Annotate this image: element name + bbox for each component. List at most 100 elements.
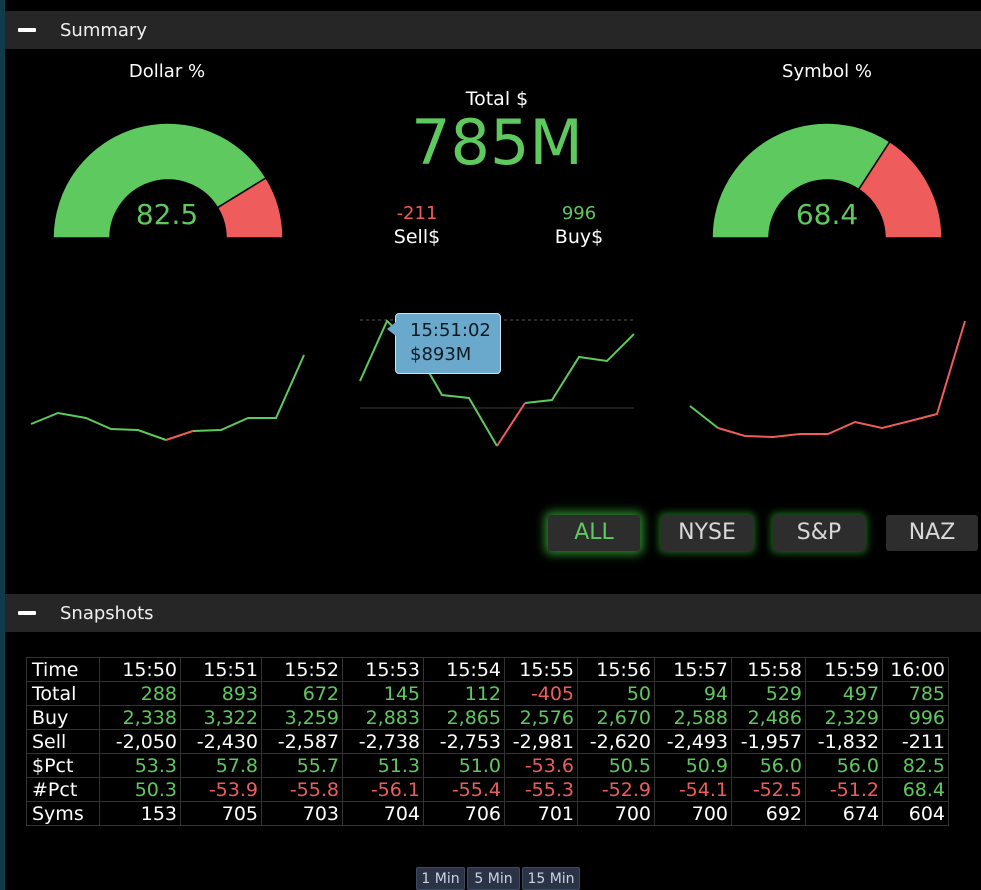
chart-tooltip: 15:51:02 $893M — [387, 313, 501, 374]
sell-value: -211 — [396, 203, 438, 224]
table-cell: 703 — [261, 801, 343, 826]
table-cell: -56.1 — [342, 777, 424, 802]
table-cell: -2,753 — [423, 729, 505, 754]
dollar-pct-value: 82.5 — [135, 198, 199, 231]
dollar-sparkline-green-1 — [30, 411, 167, 441]
table-cell: 55.7 — [261, 753, 343, 778]
table-cell: 153 — [99, 801, 181, 826]
table-cell: 288 — [99, 681, 181, 706]
table-cell: -2,738 — [342, 729, 424, 754]
timeframe-1min-button[interactable]: 1 Min — [416, 867, 465, 890]
table-cell: -53.6 — [504, 753, 578, 778]
table-cell: 15:57 — [654, 657, 732, 682]
snapshots-panel-header[interactable]: Snapshots — [5, 594, 981, 632]
table-cell: -52.5 — [731, 777, 806, 802]
filter-sp-button[interactable]: S&P — [773, 515, 865, 551]
table-cell: 51.3 — [342, 753, 424, 778]
buy-label: Buy$ — [554, 226, 604, 248]
table-cell: -1,957 — [731, 729, 806, 754]
table-cell: 996 — [882, 705, 949, 730]
table-cell: -211 — [882, 729, 949, 754]
table-cell: 15:51 — [180, 657, 262, 682]
filter-nyse-button[interactable]: NYSE — [661, 515, 753, 551]
table-cell: 51.0 — [423, 753, 505, 778]
table-cell: 15:54 — [423, 657, 505, 682]
dollar-pct-gauge — [52, 122, 284, 239]
total-sparkline-green-2 — [524, 333, 635, 404]
table-cell: 2,338 — [99, 705, 181, 730]
table-cell: 785 — [882, 681, 949, 706]
symbol-pct-value: 68.4 — [795, 198, 859, 231]
symbol-sparkline-red — [717, 320, 966, 439]
table-row: Syms 153 705 703 704 706 701 700 700 692 674 604 — [26, 801, 949, 826]
table-row: $Pct 53.3 57.8 55.7 51.3 51.0 -53.6 50.5 50.9 56.… — [26, 753, 949, 778]
tooltip-time: 15:51:02 — [410, 320, 491, 341]
table-cell: -2,430 — [180, 729, 262, 754]
collapse-icon[interactable] — [18, 28, 36, 32]
table-cell: -405 — [504, 681, 578, 706]
dollar-sparkline-green-2 — [192, 354, 305, 432]
total-label: Total $ — [465, 88, 529, 110]
table-cell: -55.3 — [504, 777, 578, 802]
timeframe-5min-button[interactable]: 5 Min — [467, 867, 520, 890]
table-cell: 16:00 — [882, 657, 949, 682]
table-cell: 50.5 — [577, 753, 655, 778]
row-label: #Pct — [26, 777, 100, 802]
dollar-pct-label: Dollar % — [128, 61, 206, 82]
table-cell: 672 — [261, 681, 343, 706]
table-cell: 15:56 — [577, 657, 655, 682]
table-cell: 497 — [805, 681, 883, 706]
row-label: Sell — [26, 729, 100, 754]
table-cell: 704 — [342, 801, 424, 826]
table-row: #Pct 50.3 -53.9 -55.8 -56.1 -55.4 -55.3 -52.9 -5… — [26, 777, 949, 802]
summary-panel-header[interactable]: Summary — [5, 11, 981, 49]
table-cell: 94 — [654, 681, 732, 706]
table-cell: -2,620 — [577, 729, 655, 754]
table-cell: -53.9 — [180, 777, 262, 802]
sell-label: Sell$ — [393, 226, 441, 248]
table-cell: 68.4 — [882, 777, 949, 802]
table-cell: 700 — [577, 801, 655, 826]
table-cell: 15:52 — [261, 657, 343, 682]
table-cell: 15:58 — [731, 657, 806, 682]
table-cell: 2,486 — [731, 705, 806, 730]
table-cell: 3,322 — [180, 705, 262, 730]
table-cell: 706 — [423, 801, 505, 826]
table-cell: 82.5 — [882, 753, 949, 778]
table-cell: 705 — [180, 801, 262, 826]
table-cell: 529 — [731, 681, 806, 706]
snapshots-title: Snapshots — [60, 602, 154, 624]
table-cell: -55.4 — [423, 777, 505, 802]
table-cell: 50.3 — [99, 777, 181, 802]
total-value: 785M — [411, 106, 583, 179]
table-cell: 53.3 — [99, 753, 181, 778]
total-sparkline-red — [496, 402, 526, 447]
table-row: Sell -2,050 -2,430 -2,587 -2,738 -2,753 -2,981… — [26, 729, 949, 754]
table-cell: 604 — [882, 801, 949, 826]
row-label: $Pct — [26, 753, 100, 778]
table-cell: 674 — [805, 801, 883, 826]
table-cell: 56.0 — [805, 753, 883, 778]
filter-all-button[interactable]: ALL — [548, 515, 640, 551]
timeframe-15min-button[interactable]: 15 Min — [522, 867, 580, 890]
snapshots-table: Time 15:50 15:51 15:52 15:53 15:54 15:55 15:56 1… — [26, 657, 949, 826]
table-cell: 3,259 — [261, 705, 343, 730]
buy-value: 996 — [561, 203, 597, 224]
symbol-pct-gauge — [711, 122, 943, 239]
table-cell: 2,883 — [342, 705, 424, 730]
table-cell: 15:53 — [342, 657, 424, 682]
left-edge-bar — [0, 0, 5, 890]
table-cell: 701 — [504, 801, 578, 826]
table-cell: 112 — [423, 681, 505, 706]
table-cell: 15:50 — [99, 657, 181, 682]
table-row: Buy 2,338 3,322 3,259 2,883 2,865 2,576 2,670 2,… — [26, 705, 949, 730]
dollar-sparkline-red — [165, 430, 194, 441]
row-label: Total — [26, 681, 100, 706]
filter-naz-button[interactable]: NAZ — [886, 515, 978, 551]
table-cell: 15:59 — [805, 657, 883, 682]
collapse-icon[interactable] — [18, 611, 36, 615]
table-cell: 2,588 — [654, 705, 732, 730]
table-cell: 893 — [180, 681, 262, 706]
symbol-gauge-positive-arc — [711, 122, 891, 239]
